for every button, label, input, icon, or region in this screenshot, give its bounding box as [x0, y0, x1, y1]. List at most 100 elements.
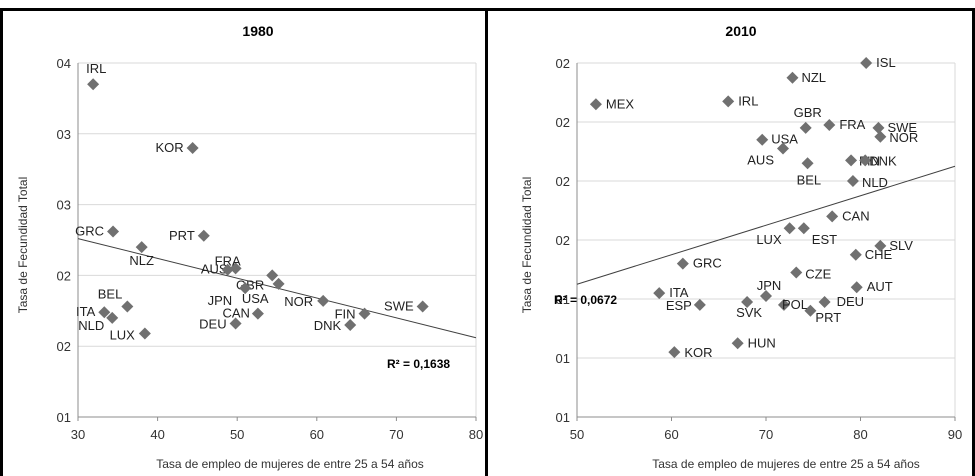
- data-label-prt: PRT: [169, 228, 195, 243]
- data-point-est: [797, 222, 810, 235]
- data-label-gbr: GBR: [794, 105, 822, 120]
- data-point-aus: [777, 142, 790, 155]
- y-tick-label: 03: [57, 127, 71, 142]
- data-label-cze: CZE: [805, 266, 831, 281]
- data-label-fra: FRA: [839, 117, 865, 132]
- data-point-pol: [777, 298, 790, 311]
- data-point-deu: [229, 317, 242, 330]
- data-label-aut: AUT: [867, 279, 893, 294]
- data-label-mex: MEX: [606, 96, 635, 111]
- data-point-nzl: [786, 71, 799, 84]
- data-label-jpn: JPN: [757, 278, 782, 293]
- data-label-irl: IRL: [86, 61, 106, 76]
- data-point-grc: [676, 257, 689, 270]
- y-tick-label: 02: [556, 115, 570, 130]
- y-tick-label: 04: [57, 56, 71, 71]
- data-point-nld: [106, 311, 119, 324]
- data-point-bel: [121, 300, 134, 313]
- data-point-deu: [818, 295, 831, 308]
- data-point-bel: [801, 157, 814, 170]
- data-label-can: CAN: [222, 306, 249, 321]
- x-tick-label: 60: [310, 427, 324, 442]
- data-label-usa: USA: [242, 291, 269, 306]
- x-tick-label: 40: [150, 427, 164, 442]
- data-point-fin: [845, 154, 858, 167]
- data-label-ita: ITA: [669, 285, 689, 300]
- data-label-grc: GRC: [693, 256, 722, 271]
- data-point-gbr: [266, 269, 279, 282]
- data-point-dnk: [344, 318, 357, 331]
- data-label-dnk: DNK: [314, 318, 342, 333]
- data-point-irl: [87, 78, 100, 91]
- data-label-nor: NOR: [889, 130, 918, 145]
- data-point-jpn: [239, 282, 252, 295]
- data-point-dnk: [859, 154, 872, 167]
- data-label-fra: FRA: [215, 254, 241, 269]
- data-point-can: [826, 210, 839, 223]
- data-label-prt: PRT: [815, 310, 841, 325]
- data-point-nor: [874, 130, 887, 143]
- data-label-hun: HUN: [748, 335, 776, 350]
- data-label-lux: LUX: [110, 327, 136, 342]
- data-label-can: CAN: [842, 208, 869, 223]
- chart-title: 2010: [725, 23, 756, 39]
- data-label-est: EST: [812, 232, 837, 247]
- x-tick-label: 70: [389, 427, 403, 442]
- x-tick-label: 80: [853, 427, 867, 442]
- data-label-deu: DEU: [837, 294, 864, 309]
- y-tick-label: 03: [57, 198, 71, 213]
- y-tick-label: 02: [556, 56, 570, 71]
- data-point-prt: [804, 304, 817, 317]
- data-label-aus: AUS: [747, 153, 774, 168]
- data-label-fin: FIN: [335, 307, 356, 322]
- data-point-grc: [107, 225, 120, 238]
- chart-title: 1980: [242, 23, 273, 39]
- data-point-prt: [197, 229, 210, 242]
- data-point-gbr: [799, 121, 812, 134]
- data-label-deu: DEU: [199, 317, 226, 332]
- data-point-isl: [860, 57, 873, 69]
- data-point-aus: [229, 262, 242, 275]
- data-point-ita: [653, 287, 666, 300]
- data-point-cze: [790, 266, 803, 279]
- data-label-isl: ISL: [876, 55, 896, 70]
- data-point-lux: [138, 327, 151, 340]
- data-label-nor: NOR: [284, 294, 313, 309]
- y-tick-label: 02: [556, 174, 570, 189]
- x-axis-label: Tasa de empleo de mujeres de entre 25 a …: [652, 457, 920, 471]
- data-label-aus: AUS: [201, 261, 228, 276]
- data-point-aut: [850, 281, 863, 294]
- data-point-kor: [668, 346, 681, 359]
- data-point-fra: [221, 263, 234, 276]
- data-point-hun: [731, 337, 744, 350]
- data-point-fin: [358, 307, 371, 320]
- data-label-che: CHE: [865, 247, 893, 262]
- data-label-usa: USA: [771, 132, 798, 147]
- data-point-ita: [98, 306, 111, 319]
- data-point-nlz: [135, 241, 148, 254]
- x-axis-label: Tasa de empleo de mujeres de entre 25 a …: [156, 457, 424, 471]
- data-label-grc: GRC: [75, 224, 104, 239]
- x-tick-label: 50: [230, 427, 244, 442]
- x-tick-label: 80: [469, 427, 483, 442]
- y-axis-label: Tasa de Fecundidad Total: [16, 177, 30, 314]
- data-point-esp: [693, 298, 706, 311]
- y-axis-label: Tasa de Fecundidad Total: [520, 177, 534, 314]
- y-tick-label: 02: [57, 339, 71, 354]
- data-point-jpn: [760, 290, 772, 303]
- data-point-usa: [272, 277, 285, 290]
- data-label-slv: SLV: [889, 238, 913, 253]
- data-label-irl: IRL: [738, 93, 758, 108]
- y-tick-label: 01: [57, 410, 71, 425]
- y-tick-label: 01: [556, 410, 570, 425]
- x-tick-label: 50: [570, 427, 584, 442]
- panel-frame-1980: [0, 8, 488, 476]
- data-point-kor: [186, 141, 199, 154]
- data-point-svk: [741, 295, 754, 308]
- data-point-can: [251, 307, 264, 320]
- data-label-kor: KOR: [155, 140, 183, 155]
- data-label-pol: POL: [782, 297, 808, 312]
- plot-area: 01 01 01 02 02 02 02 50 60 70 80 90 ISL NZL MEX IRL GBR F…: [556, 55, 963, 442]
- data-point-swe: [872, 121, 885, 134]
